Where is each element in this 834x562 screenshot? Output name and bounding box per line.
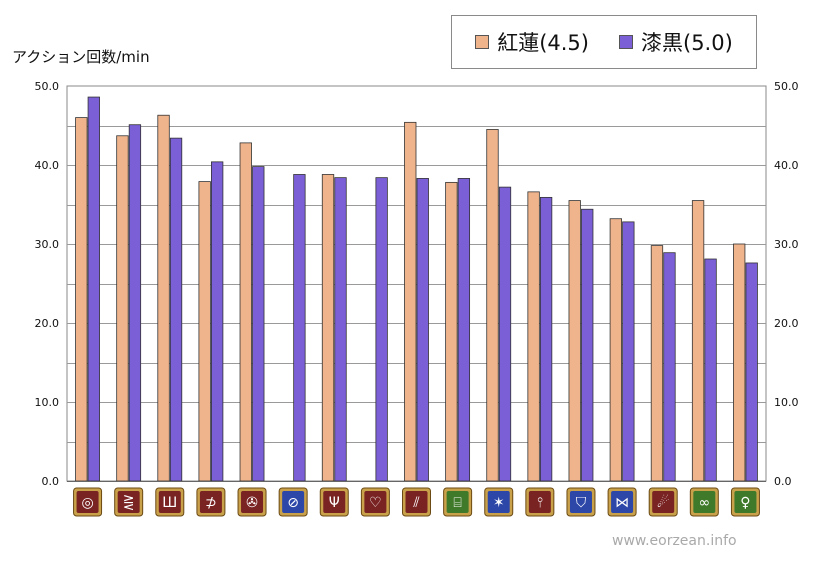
y-tick-label-right: 40.0	[774, 159, 799, 172]
gunblade-icon-bg	[611, 491, 634, 513]
y-tick-label-left: 10.0	[35, 396, 60, 409]
gear-icon-bg	[241, 491, 264, 513]
staff-icon: ♀	[740, 495, 750, 511]
bar-series2	[663, 252, 676, 482]
bar-series1	[733, 243, 746, 482]
bar-series1	[198, 181, 211, 482]
bar-series1	[486, 129, 499, 482]
bar-series2	[498, 186, 512, 482]
tower-shield-icon: ⛉	[576, 495, 587, 511]
bar-series1	[404, 121, 417, 482]
shield-crest-icon-bg	[158, 491, 181, 513]
orbs-icon: ∞	[698, 495, 710, 511]
gunblade-icon: ⋈	[615, 495, 629, 511]
bar-series1	[568, 200, 581, 482]
bar-series2	[622, 221, 635, 482]
legend-item-series-1: 紅蓮(4.5)	[475, 27, 589, 57]
y-tick-label-right: 30.0	[774, 238, 799, 251]
legend-swatch-series-1	[475, 35, 490, 49]
legend-label-series-2: 漆黒(5.0)	[641, 31, 733, 55]
bar-series2	[334, 177, 347, 482]
bar-series2	[457, 178, 471, 482]
bar-series2	[539, 196, 553, 482]
staff-icon-bg	[734, 491, 757, 513]
bar-series1	[157, 114, 170, 482]
bar-series2	[169, 137, 183, 482]
y-tick-label-right: 10.0	[774, 396, 799, 409]
bar-series1	[75, 117, 88, 482]
swirl-icon: ◎	[81, 495, 93, 511]
star-icon: ✶	[493, 495, 505, 511]
comet-icon: ☄	[657, 494, 670, 511]
slash-icon-bg	[405, 491, 428, 513]
bar-series1	[321, 174, 335, 482]
comet-icon-bg	[652, 491, 675, 513]
scholar-icon: ⌸	[453, 495, 461, 511]
fork-icon: Ψ	[329, 495, 340, 511]
bar-series2	[211, 161, 224, 482]
bar-series2	[87, 96, 100, 482]
y-tick-label-left: 20.0	[35, 317, 60, 330]
bar-series2	[293, 174, 306, 482]
y-axis-label: アクション回数/min	[12, 48, 150, 66]
heart-icon: ♡	[369, 495, 382, 511]
bar-series1	[445, 181, 458, 482]
star-icon-bg	[487, 491, 510, 513]
blade-icon-bg	[528, 491, 551, 513]
bar-series1	[239, 142, 252, 482]
blade-icon: ⫯	[537, 495, 543, 511]
dagger-icon-bg	[282, 491, 305, 513]
fork-icon-bg	[323, 491, 346, 513]
bar-series2	[252, 166, 265, 482]
claw-icon: ⋛	[123, 495, 135, 511]
bar-series2	[745, 262, 758, 482]
claw-icon-bg	[117, 491, 140, 513]
bar-series1	[650, 245, 664, 482]
heart-icon-bg	[364, 491, 387, 513]
gear-icon: ✇	[246, 495, 258, 511]
bar-series2	[416, 178, 429, 482]
y-tick-label-left: 50.0	[35, 80, 60, 93]
swirl-icon-bg	[76, 491, 99, 513]
bar-series1	[116, 135, 129, 482]
y-tick-label-left: 0.0	[42, 475, 60, 488]
y-tick-label-right: 20.0	[774, 317, 799, 330]
watermark: www.eorzean.info	[612, 533, 737, 549]
bar-series1	[691, 200, 705, 482]
shield-crest-icon: Ш	[162, 495, 177, 511]
legend-item-series-2: 漆黒(5.0)	[619, 27, 733, 57]
bar-series2	[375, 177, 388, 482]
slash-icon: ⫽	[412, 495, 420, 511]
dagger-icon: ⊘	[287, 495, 299, 511]
legend-label-series-1: 紅蓮(4.5)	[497, 31, 589, 55]
bar-series1	[609, 218, 622, 482]
bar-series2	[581, 208, 594, 482]
bar-series2	[128, 124, 142, 482]
y-tick-label-left: 40.0	[35, 159, 60, 172]
scholar-icon-bg	[446, 491, 469, 513]
y-tick-label-left: 30.0	[35, 238, 60, 251]
y-tick-label-right: 50.0	[774, 80, 799, 93]
bar-series2	[704, 258, 717, 482]
orbs-icon-bg	[693, 491, 716, 513]
y-tick-label-right: 0.0	[774, 475, 792, 488]
bow-icon-bg	[199, 491, 222, 513]
tower-shield-icon-bg	[569, 491, 592, 513]
bow-icon: ⊅	[205, 495, 217, 511]
legend: 紅蓮(4.5) 漆黒(5.0)	[451, 15, 757, 69]
bar-series1	[527, 191, 540, 482]
legend-swatch-series-2	[619, 35, 633, 49]
plot-area	[66, 85, 767, 482]
